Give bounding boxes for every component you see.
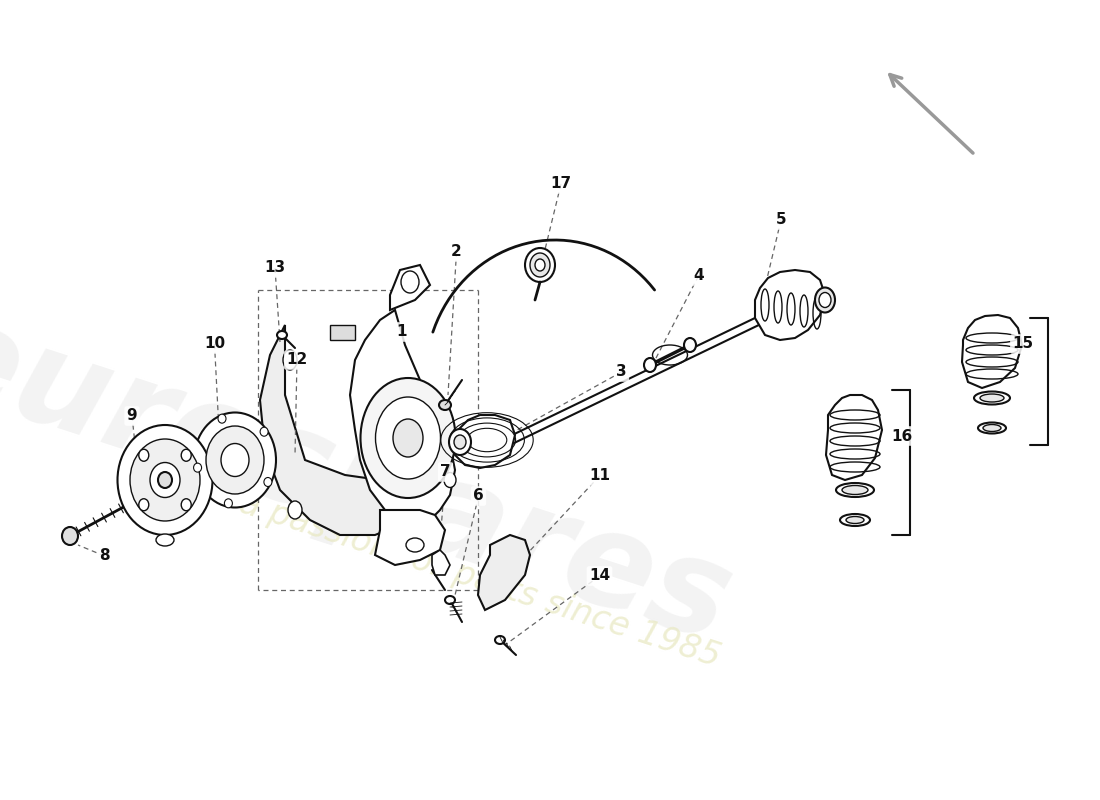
Ellipse shape — [842, 486, 868, 494]
Polygon shape — [962, 315, 1022, 388]
Ellipse shape — [439, 400, 451, 410]
Ellipse shape — [260, 427, 268, 436]
Polygon shape — [755, 270, 825, 340]
Ellipse shape — [221, 443, 249, 477]
Ellipse shape — [846, 517, 864, 523]
Ellipse shape — [218, 414, 226, 423]
Ellipse shape — [530, 253, 550, 277]
Ellipse shape — [535, 259, 544, 271]
Ellipse shape — [446, 596, 455, 604]
Ellipse shape — [820, 293, 830, 307]
Text: 15: 15 — [1012, 337, 1034, 351]
Text: 10: 10 — [204, 337, 226, 351]
Ellipse shape — [449, 429, 471, 455]
Ellipse shape — [277, 331, 287, 339]
Ellipse shape — [150, 462, 180, 498]
Text: 14: 14 — [588, 569, 610, 583]
Text: eurospares: eurospares — [0, 290, 747, 670]
Text: 9: 9 — [126, 409, 138, 423]
Ellipse shape — [139, 498, 148, 510]
Text: 11: 11 — [588, 469, 610, 483]
Polygon shape — [375, 510, 446, 565]
Ellipse shape — [402, 271, 419, 293]
Ellipse shape — [454, 435, 466, 449]
Polygon shape — [350, 310, 455, 530]
Polygon shape — [478, 535, 530, 610]
Text: 2: 2 — [451, 245, 462, 259]
Text: 5: 5 — [776, 213, 786, 227]
Polygon shape — [260, 325, 420, 535]
Text: 12: 12 — [286, 353, 308, 367]
Ellipse shape — [182, 498, 191, 510]
Text: 13: 13 — [264, 261, 286, 275]
Ellipse shape — [194, 463, 201, 472]
Ellipse shape — [983, 425, 1001, 431]
Ellipse shape — [361, 378, 455, 498]
Ellipse shape — [375, 397, 440, 479]
Ellipse shape — [980, 394, 1004, 402]
Ellipse shape — [444, 473, 456, 487]
Text: 3: 3 — [616, 365, 627, 379]
Ellipse shape — [194, 413, 276, 507]
Ellipse shape — [224, 499, 232, 508]
Polygon shape — [432, 550, 450, 575]
Ellipse shape — [118, 425, 212, 535]
Text: 6: 6 — [473, 489, 484, 503]
Ellipse shape — [393, 419, 424, 457]
Polygon shape — [450, 415, 515, 468]
Ellipse shape — [158, 472, 172, 488]
Text: 4: 4 — [693, 269, 704, 283]
Ellipse shape — [815, 287, 835, 313]
Ellipse shape — [406, 538, 424, 552]
Ellipse shape — [974, 391, 1010, 405]
Ellipse shape — [139, 450, 148, 462]
Ellipse shape — [495, 636, 505, 644]
Ellipse shape — [206, 426, 264, 494]
Ellipse shape — [525, 248, 556, 282]
Text: 16: 16 — [891, 429, 913, 443]
Ellipse shape — [288, 501, 302, 519]
Text: 7: 7 — [440, 465, 451, 479]
Ellipse shape — [840, 514, 870, 526]
Ellipse shape — [283, 350, 297, 370]
Text: 8: 8 — [99, 549, 110, 563]
Ellipse shape — [644, 358, 656, 372]
Ellipse shape — [156, 534, 174, 546]
Text: a passion for parts since 1985: a passion for parts since 1985 — [235, 486, 725, 674]
Text: 1: 1 — [396, 325, 407, 339]
Ellipse shape — [264, 478, 272, 486]
Polygon shape — [826, 395, 882, 480]
Ellipse shape — [836, 483, 874, 497]
Ellipse shape — [684, 338, 696, 352]
Ellipse shape — [182, 450, 191, 462]
Ellipse shape — [130, 439, 200, 521]
Ellipse shape — [978, 422, 1006, 434]
Polygon shape — [330, 325, 355, 340]
Polygon shape — [390, 265, 430, 310]
Ellipse shape — [62, 527, 78, 545]
Text: 17: 17 — [550, 177, 572, 191]
